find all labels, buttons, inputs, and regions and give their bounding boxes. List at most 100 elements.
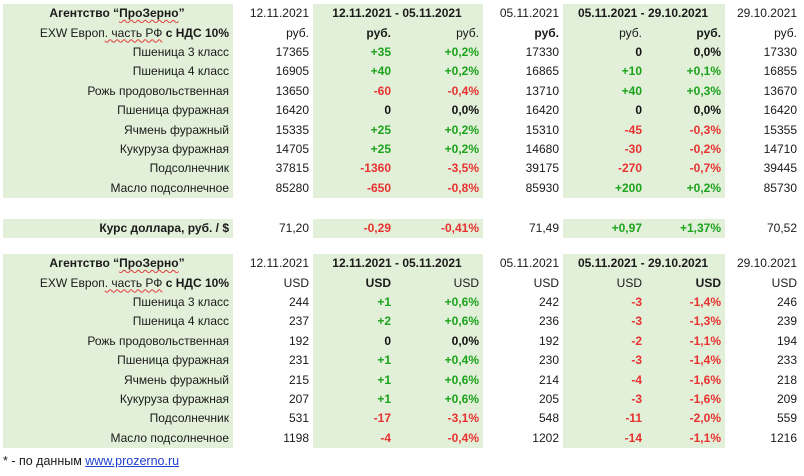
date-oldest: 29.10.2021: [736, 256, 797, 271]
unit-label: USD: [313, 273, 395, 293]
product-name: Ячмень фуражный: [3, 120, 233, 140]
basis-label: EXW Европ. часть РФ с НДС 10%: [3, 23, 233, 43]
price-change-percent: -0,8%: [395, 178, 483, 198]
price-change: -3: [563, 292, 646, 313]
rate-value: 71,49: [528, 221, 559, 236]
price-oldest: 15355: [763, 122, 797, 137]
table-row: Пшеница фуражная 16420 0 0,0% 16420 0 0,0% 1642…: [3, 100, 801, 121]
range-week-1: 12.11.2021 - 05.11.2021: [313, 4, 483, 24]
price-change: -2: [563, 331, 646, 351]
table-row: Пшеница фуражная 231 +1 +0,4% 230 -3 -1,4% 233: [3, 350, 801, 371]
unit-label: руб.: [534, 25, 559, 40]
price-previous: 16865: [525, 64, 559, 79]
price-change: +40: [563, 81, 646, 101]
price-current: 244: [288, 294, 309, 309]
table-row: Кукуруза фуражная 207 +1 +0,6% 205 -3 -1,6% 209: [3, 389, 801, 410]
unit-label: руб.: [313, 23, 395, 43]
price-oldest: 1216: [770, 430, 797, 445]
exchange-rate-label: Курс доллара, руб. / $: [3, 219, 233, 239]
price-current: 16905: [275, 64, 309, 79]
price-change: -17: [313, 409, 395, 429]
price-previous: 85930: [525, 180, 559, 195]
price-change: +1: [313, 389, 395, 410]
price-current: 215: [288, 372, 309, 387]
header-row: Агентство “ПроЗерно” 12.11.2021 12.11.20…: [3, 254, 801, 274]
price-oldest: 194: [776, 333, 797, 348]
price-change-percent: +0,4%: [395, 350, 483, 371]
price-previous: 236: [538, 314, 559, 329]
product-name: Пшеница 4 класс: [3, 312, 233, 332]
price-change: -3: [563, 350, 646, 371]
price-change: +1: [313, 370, 395, 390]
table-row: Пшеница 3 класс 244 +1 +0,6% 242 -3 -1,4% 246: [3, 292, 801, 313]
price-current: 37815: [275, 161, 309, 176]
price-change-percent: +0,2%: [395, 42, 483, 63]
price-change: -30: [563, 139, 646, 160]
price-previous: 14680: [525, 141, 559, 156]
price-change-percent: +0,2%: [395, 120, 483, 140]
table-row: Пшеница 4 класс 237 +2 +0,6% 236 -3 -1,3% 239: [3, 312, 801, 332]
source-link[interactable]: www.prozerno.ru: [85, 454, 180, 468]
unit-label: руб.: [395, 23, 483, 43]
product-name: Пшеница фуражная: [3, 350, 233, 371]
price-oldest: 16855: [763, 64, 797, 79]
price-current: 531: [288, 411, 309, 426]
price-previous: 192: [538, 333, 559, 348]
rate-value: 71,20: [278, 221, 309, 236]
price-change: -45: [563, 120, 646, 140]
product-name: Пшеница 4 класс: [3, 62, 233, 82]
usd-price-table: Агентство “ПроЗерно” 12.11.2021 12.11.20…: [3, 254, 801, 448]
price-change-percent: -0,4%: [395, 428, 483, 448]
rub-price-table: Агентство “ПроЗерно” 12.11.2021 12.11.20…: [3, 4, 801, 198]
price-change: -4: [563, 370, 646, 390]
price-change-percent: +0,2%: [395, 62, 483, 82]
price-current: 16420: [275, 103, 309, 118]
price-change-percent: -0,2%: [646, 139, 725, 160]
price-change: 0: [313, 100, 395, 121]
product-name: Пшеница 3 класс: [3, 42, 233, 63]
price-change-percent: 0,0%: [646, 42, 725, 63]
price-change-percent: 0,0%: [395, 331, 483, 351]
price-oldest: 233: [776, 353, 797, 368]
date-previous: 05.11.2021: [499, 6, 559, 21]
date-previous: 05.11.2021: [499, 256, 559, 271]
price-previous: 230: [538, 353, 559, 368]
price-change-percent: 0,0%: [395, 100, 483, 121]
unit-label: USD: [533, 275, 559, 290]
price-change-percent: 0,0%: [646, 100, 725, 121]
price-change: -11: [563, 409, 646, 429]
price-change-percent: -1,1%: [646, 428, 725, 448]
price-change: 0: [563, 42, 646, 63]
table-row: Подсолнечник 37815 -1360 -3,5% 39175 -270 -0,7…: [3, 159, 801, 179]
table-row: Масло подсолнечное 85280 -650 -0,8% 85930 +20…: [3, 178, 801, 198]
rate-value: 70,52: [766, 221, 797, 236]
price-oldest: 17330: [763, 44, 797, 59]
basis-label: EXW Европ. часть РФ с НДС 10%: [3, 273, 233, 293]
price-oldest: 14710: [763, 141, 797, 156]
price-change: 0: [563, 100, 646, 121]
price-previous: 548: [538, 411, 559, 426]
price-current: 192: [288, 333, 309, 348]
price-oldest: 85730: [763, 180, 797, 195]
table-row: Рожь продовольственная 192 0 0,0% 192 -2 -1,1%…: [3, 331, 801, 351]
price-change: -3: [563, 312, 646, 332]
price-oldest: 559: [776, 411, 797, 426]
price-oldest: 246: [776, 294, 797, 309]
agency-title: Агентство “ПроЗерно”: [3, 4, 233, 24]
price-oldest: 218: [776, 372, 797, 387]
product-name: Масло подсолнечное: [3, 428, 233, 448]
price-change-percent: -0,3%: [646, 120, 725, 140]
unit-label: USD: [395, 273, 483, 293]
price-oldest: 16420: [763, 103, 797, 118]
product-name: Пшеница фуражная: [3, 100, 233, 121]
price-change-percent: +0,2%: [395, 139, 483, 160]
price-change: +35: [313, 42, 395, 63]
product-name: Рожь продовольственная: [3, 81, 233, 101]
price-previous: 242: [538, 294, 559, 309]
price-previous: 17330: [525, 44, 559, 59]
price-previous: 16420: [525, 103, 559, 118]
price-previous: 39175: [525, 161, 559, 176]
product-name: Подсолнечник: [3, 409, 233, 429]
table-row: Масло подсолнечное 1198 -4 -0,4% 1202 -14 -1,1…: [3, 428, 801, 448]
exchange-rate-row: Курс доллара, руб. / $ 71,20 -0,29 -0,41…: [3, 219, 801, 239]
